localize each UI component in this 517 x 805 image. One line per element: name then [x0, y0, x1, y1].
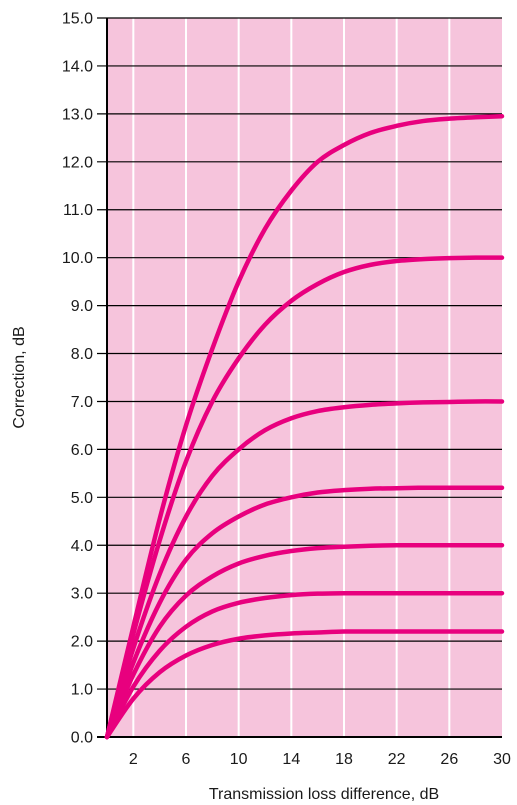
series-line-3: [104, 542, 505, 740]
x-tick-label: 6: [182, 751, 191, 768]
y-axis-title: Correction, dB: [11, 326, 28, 428]
x-tick-label: 14: [282, 751, 300, 768]
y-tick-label: 7.0: [71, 394, 93, 411]
series-line-4: [104, 485, 505, 740]
y-tick-label: 14.0: [62, 58, 93, 75]
y-tick-label: 1.0: [71, 682, 93, 699]
series-line-2: [104, 590, 505, 740]
y-tick-label: 3.0: [71, 586, 93, 603]
x-tick-label: 22: [388, 751, 406, 768]
x-tick-label: 2: [129, 751, 138, 768]
x-tick-label: 10: [230, 751, 248, 768]
x-tick-label: 26: [440, 751, 458, 768]
y-tick-label: 15.0: [62, 11, 93, 28]
y-tick-label: 8.0: [71, 346, 93, 363]
y-tick-label: 2.0: [71, 634, 93, 651]
y-tick-label: 5.0: [71, 490, 93, 507]
y-tick-label: 6.0: [71, 442, 93, 459]
axes: [97, 18, 502, 738]
vertical-gridlines: [132, 18, 451, 737]
x-tick-label: 30: [493, 751, 511, 768]
series-layer: [104, 114, 505, 740]
x-tick-label: 18: [335, 751, 353, 768]
y-tick-label: 0.0: [71, 730, 93, 747]
plot-background: [107, 18, 502, 737]
series-line-7: [104, 114, 505, 740]
x-tick-labels: 2 6 10 14 18 22 26 30: [129, 751, 511, 768]
x-axis-title: Transmission loss difference, dB: [209, 786, 439, 803]
y-tick-label: 9.0: [71, 298, 93, 315]
y-tick-label: 11.0: [63, 202, 93, 219]
y-tick-labels: 0.0 1.0 2.0 3.0 4.0 5.0 6.0 7.0 8.0 9.0 10.0 11.0 12…: [62, 11, 93, 747]
y-tick-label: 10.0: [62, 250, 93, 267]
y-tick-label: 12.0: [62, 154, 93, 171]
series-line-1: [104, 629, 505, 740]
series-line-6: [104, 255, 505, 740]
y-tick-label: 13.0: [62, 106, 93, 123]
series-line-5: [104, 399, 505, 740]
y-tick-label: 4.0: [71, 538, 93, 555]
